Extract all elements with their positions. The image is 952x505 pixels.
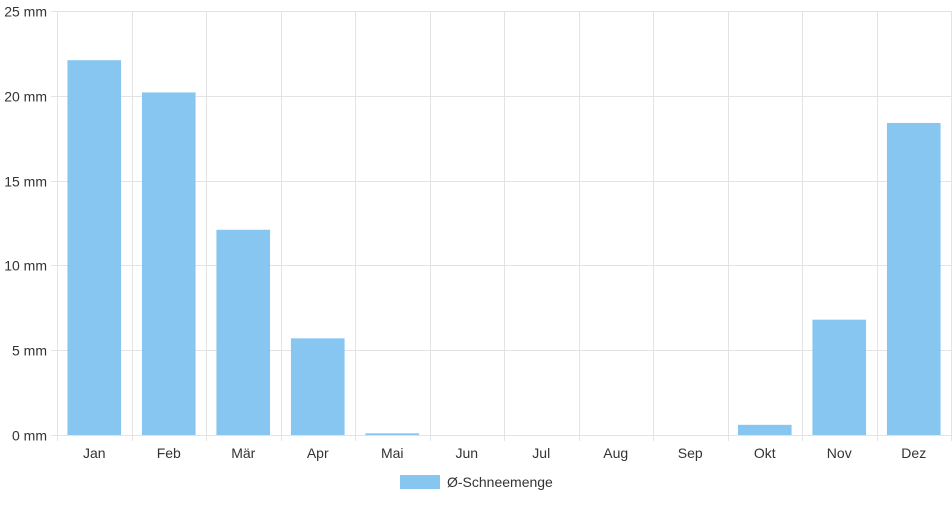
bar-mai[interactable] xyxy=(365,433,420,435)
bar-dez[interactable] xyxy=(886,122,941,435)
x-tick-label: Apr xyxy=(307,445,329,461)
y-tick-label: 5 mm xyxy=(12,343,47,359)
x-tick-label: Mär xyxy=(231,445,255,461)
x-tick-label: Jun xyxy=(455,445,478,461)
legend-swatch[interactable] xyxy=(400,475,440,489)
x-tick-label: Jan xyxy=(83,445,106,461)
y-axis: 0 mm 5 mm 10 mm 15 mm 20 mm 25 mm xyxy=(4,4,47,444)
x-tick-label: Okt xyxy=(754,445,776,461)
x-tick-label: Sep xyxy=(678,445,703,461)
legend[interactable]: Ø-Schneemenge xyxy=(400,474,553,490)
x-tick-label: Aug xyxy=(603,445,628,461)
bar-mär[interactable] xyxy=(216,229,271,435)
bar-nov[interactable] xyxy=(812,319,867,435)
x-tick-label: Dez xyxy=(901,445,926,461)
bar-apr[interactable] xyxy=(290,338,345,435)
y-tick-label: 15 mm xyxy=(4,174,47,190)
y-tick-label: 10 mm xyxy=(4,258,47,274)
grid-layer xyxy=(51,11,952,441)
x-axis: Jan Feb Mär Apr Mai Jun Jul Aug Sep Okt Nov Dez xyxy=(83,445,926,461)
y-tick-label: 25 mm xyxy=(4,4,47,20)
bar-feb[interactable] xyxy=(141,92,196,436)
x-tick-label: Nov xyxy=(827,445,852,461)
bar-jan[interactable] xyxy=(67,60,122,436)
x-tick-label: Jul xyxy=(532,445,550,461)
y-tick-label: 20 mm xyxy=(4,89,47,105)
bar-okt[interactable] xyxy=(737,424,792,435)
legend-label[interactable]: Ø-Schneemenge xyxy=(447,474,553,490)
bars-layer xyxy=(67,60,941,436)
x-tick-label: Feb xyxy=(157,445,181,461)
y-tick-label: 0 mm xyxy=(12,428,47,444)
x-tick-label: Mai xyxy=(381,445,404,461)
